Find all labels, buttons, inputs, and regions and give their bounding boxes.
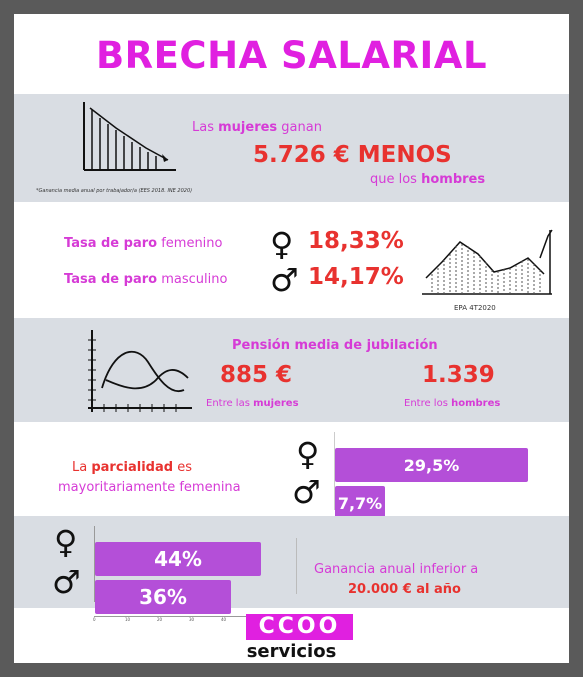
axis-tick: 10 xyxy=(125,617,131,622)
male-unemployment-label: Tasa de paro masculino xyxy=(64,272,227,287)
male-symbol-icon: ♂ xyxy=(52,563,81,601)
text-fragment: La xyxy=(72,460,92,475)
female-income-bar: 44% xyxy=(95,542,261,576)
text-highlight: Tasa de paro xyxy=(64,272,158,287)
text-fragment: masculino xyxy=(157,272,228,287)
page-title: BRECHA SALARIAL xyxy=(95,34,488,77)
axis-tick: 0 xyxy=(93,617,96,622)
text-fragment: Entre las xyxy=(206,398,254,409)
male-symbol-icon: ♂ xyxy=(270,261,299,299)
text-fragment: es xyxy=(173,460,192,475)
axis-tick: 30 xyxy=(189,617,195,622)
than-men-line: que los hombres xyxy=(370,172,485,187)
logo-subtitle: servicios xyxy=(246,641,337,662)
text-highlight: hombres xyxy=(421,172,486,187)
pension-heading: Pensión media de jubilación xyxy=(232,338,438,353)
bar-label: 29,5% xyxy=(403,455,460,475)
bar-label: 7,7% xyxy=(337,493,383,513)
chart-baseline xyxy=(94,526,95,602)
part-time-section: La parcialidad es mayoritariamente femen… xyxy=(14,422,569,528)
text-highlight: mujeres xyxy=(253,398,299,409)
text-fragment: femenino xyxy=(157,236,223,251)
unemployment-section: Tasa de paro femenino ♀ 18,33% Tasa de p… xyxy=(14,214,569,318)
chart-axis xyxy=(94,616,288,617)
bar-label: 36% xyxy=(139,585,187,609)
men-pension-value: 1.339 xyxy=(422,362,495,388)
men-pension-label: Entre los hombres xyxy=(404,398,500,409)
male-part-time-bar: 7,7% xyxy=(335,486,385,520)
annual-income-section: ♀ ♂ 44% 36% 0 10 20 30 40 50 60 Ganancia… xyxy=(14,516,569,622)
women-earn-line: Las mujeres ganan xyxy=(192,120,322,135)
text-fragment: Las xyxy=(192,120,219,135)
female-symbol-icon: ♀ xyxy=(54,523,78,561)
source-label: EPA 4T2020 xyxy=(454,304,496,312)
logo-text: CCOO xyxy=(258,614,341,639)
text-highlight: mujeres xyxy=(218,120,278,135)
salary-gap-section: *Ganancia media anual por trabajador/a (… xyxy=(14,94,569,202)
text-highlight: parcialidad xyxy=(91,460,174,475)
women-pension-label: Entre las mujeres xyxy=(206,398,299,409)
male-income-bar: 36% xyxy=(95,580,231,614)
pension-section: Pensión media de jubilación 885 € 1.339 … xyxy=(14,318,569,422)
female-unemployment-label: Tasa de paro femenino xyxy=(64,236,223,251)
part-time-line2: mayoritariamente femenina xyxy=(58,480,241,495)
part-time-line1: La parcialidad es xyxy=(72,460,192,475)
female-part-time-bar: 29,5% xyxy=(335,448,528,482)
bar-label: 44% xyxy=(154,547,202,571)
text-highlight: Tasa de paro xyxy=(64,236,158,251)
declining-bars-icon xyxy=(83,102,176,171)
ccoo-logo: CCOO xyxy=(246,614,353,640)
text-fragment: ganan xyxy=(277,120,322,135)
footnote: *Ganancia media anual por trabajador/a (… xyxy=(36,188,193,194)
divider xyxy=(296,538,297,594)
axis-tick: 20 xyxy=(157,617,163,622)
income-line1: Ganancia anual inferior a xyxy=(314,562,479,577)
axis-tick: 40 xyxy=(221,617,227,622)
text-highlight: hombres xyxy=(451,398,501,409)
female-unemployment-value: 18,33% xyxy=(308,228,404,254)
text-fragment: Entre los xyxy=(404,398,452,409)
female-symbol-icon: ♀ xyxy=(296,435,320,473)
chart-baseline xyxy=(334,432,335,510)
unemployment-chart-icon xyxy=(422,229,553,295)
pension-curves-icon xyxy=(88,330,192,412)
male-unemployment-value: 14,17% xyxy=(308,264,404,290)
female-symbol-icon: ♀ xyxy=(270,225,294,263)
male-symbol-icon: ♂ xyxy=(292,473,321,511)
infographic-card: BRECHA SALARIAL *Ganancia media anual po… xyxy=(14,14,569,663)
salary-gap-amount: 5.726 € MENOS xyxy=(253,142,452,168)
income-line2: 20.000 € al año xyxy=(348,582,461,597)
text-fragment: que los xyxy=(370,172,422,187)
women-pension-value: 885 € xyxy=(220,362,293,388)
